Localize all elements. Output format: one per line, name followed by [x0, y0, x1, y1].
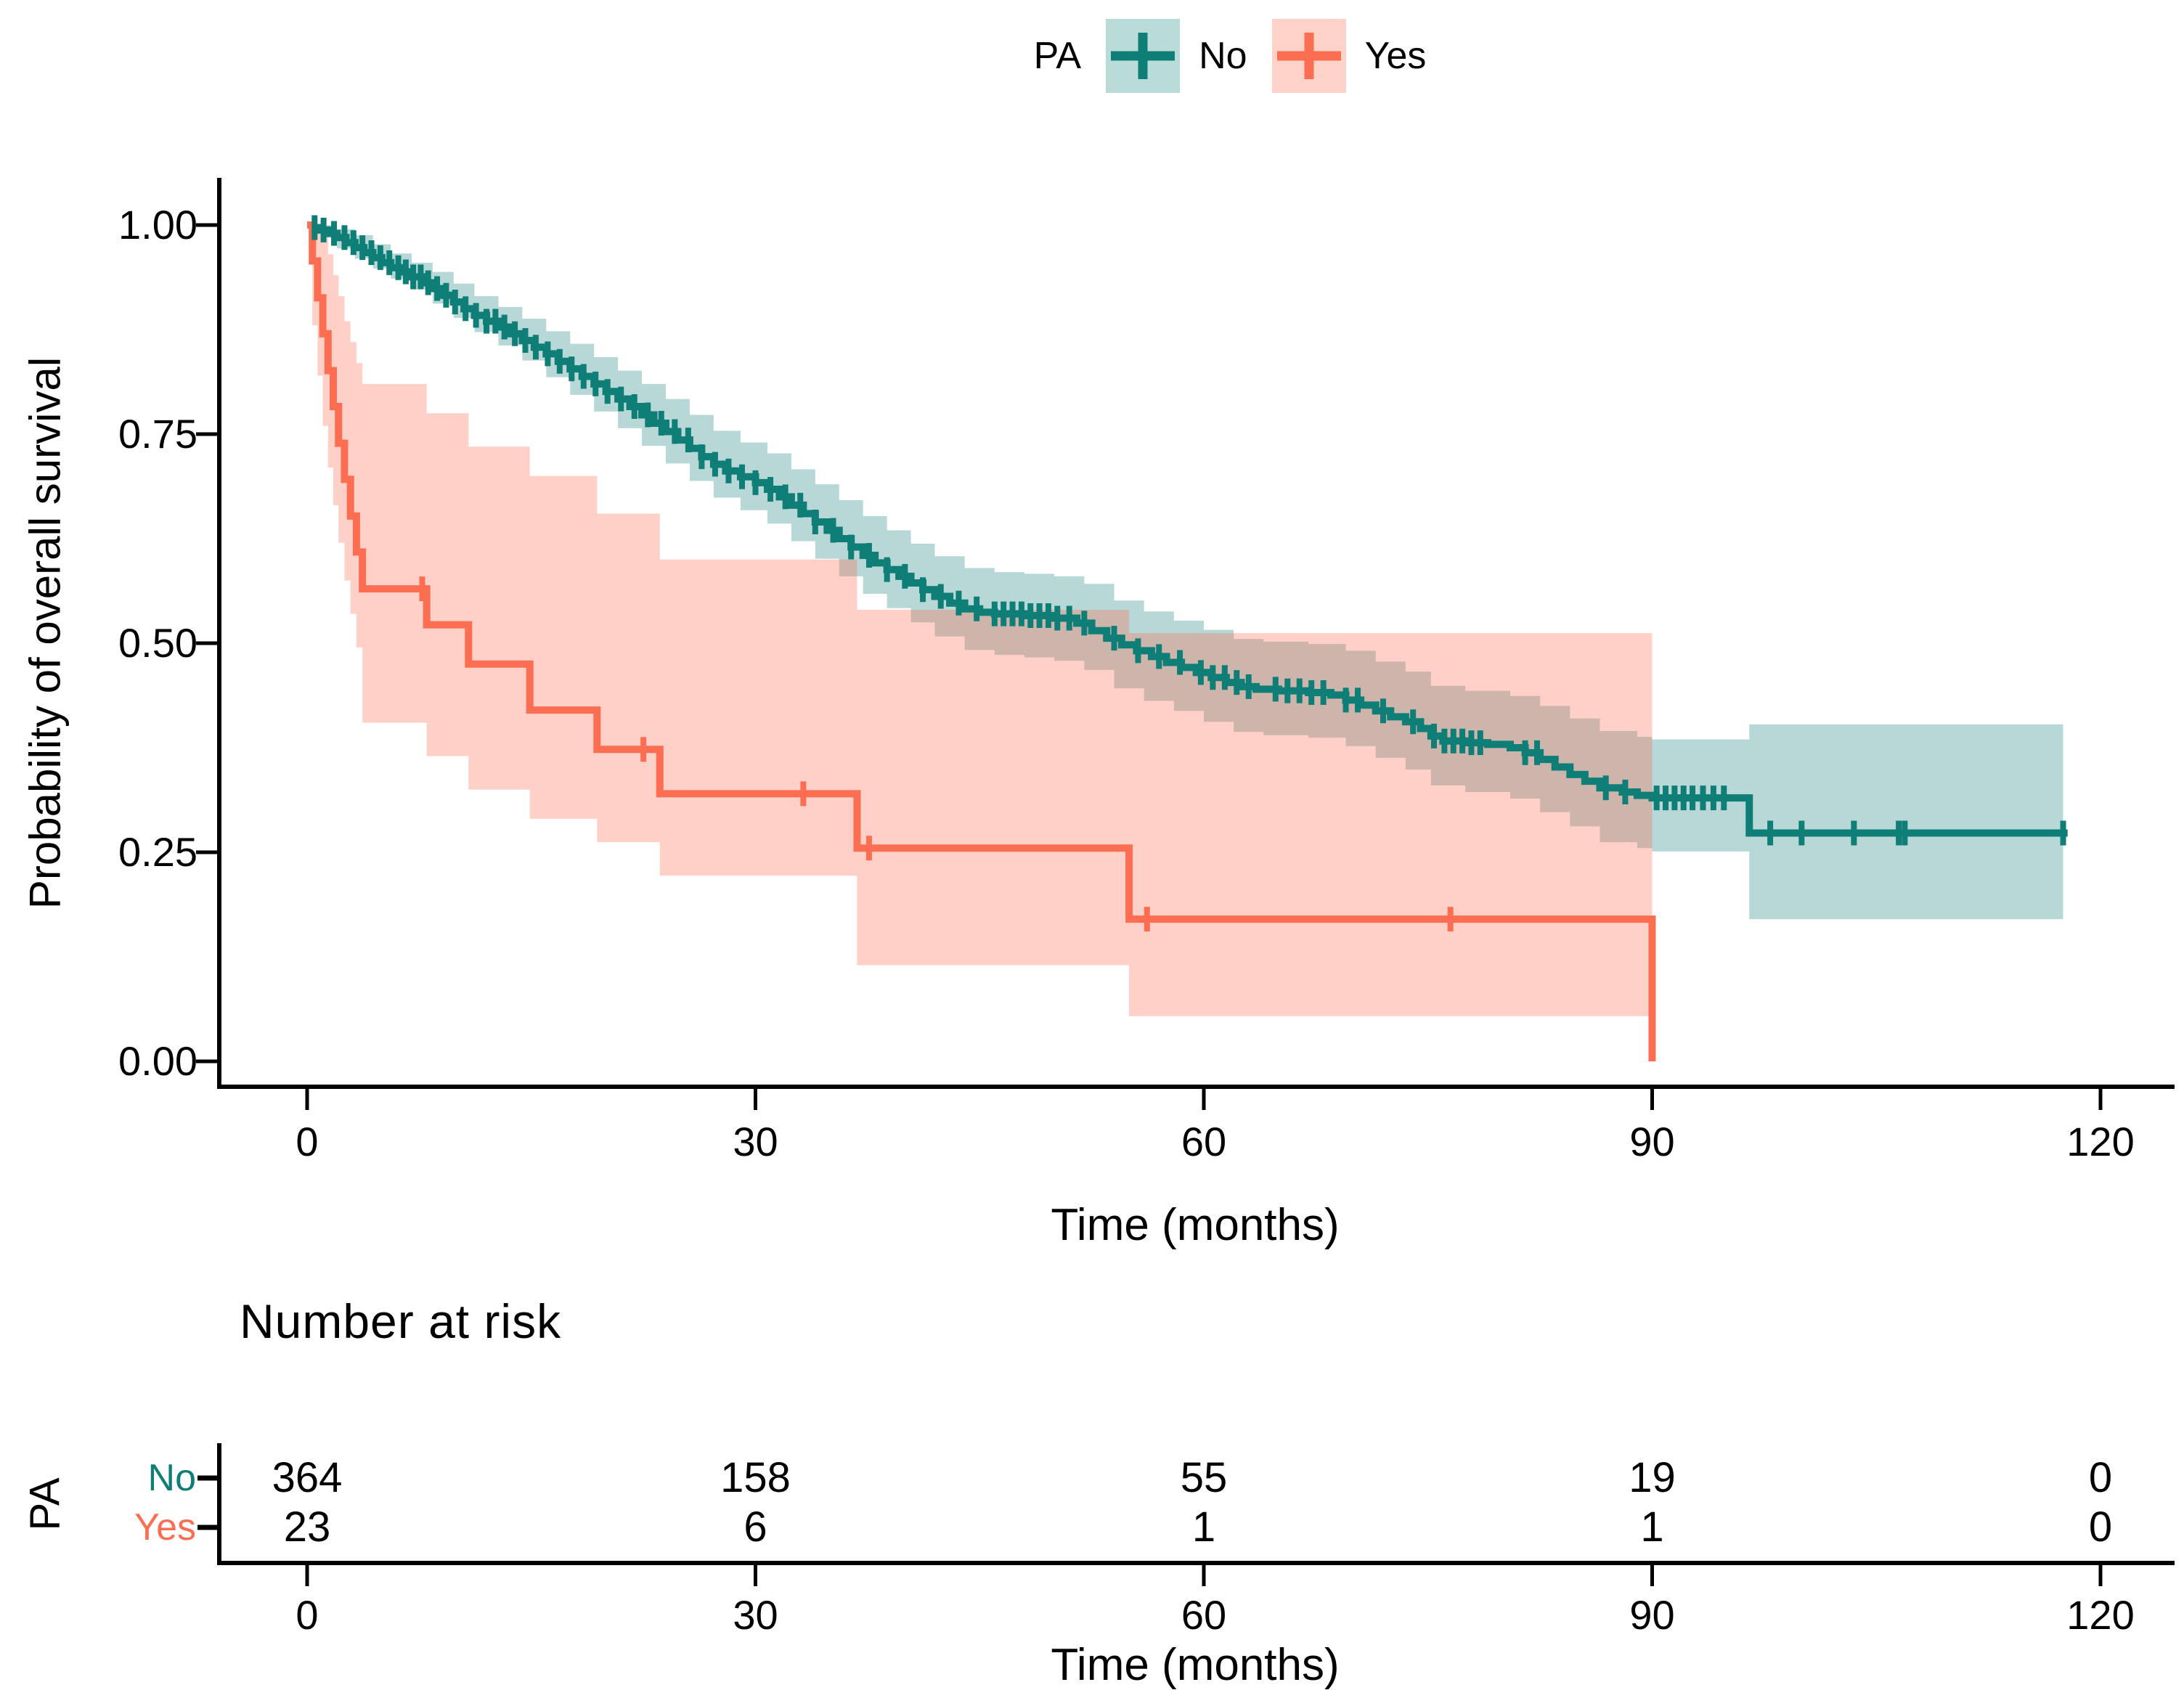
risk-count-yes-t90: 1 [1640, 1503, 1664, 1551]
risk-table-title: Number at risk [240, 1294, 562, 1348]
risk-count-no-t60: 55 [1180, 1454, 1228, 1501]
x-axis-tick-label: 0 [296, 1592, 319, 1638]
legend-key-swatch [1106, 19, 1181, 93]
survival-curve-yes [307, 221, 1656, 1061]
x-axis-title: Time (months) [1051, 1200, 1340, 1250]
x-axis-tick-label: 90 [1629, 1592, 1675, 1638]
legend-key-swatch [1271, 19, 1346, 93]
legend-item-label: No [1199, 35, 1247, 77]
risk-count-no-t0: 364 [272, 1454, 343, 1501]
x-axis-tick-label: 60 [1181, 1592, 1227, 1638]
y-axis-tick-label: 0.50 [118, 620, 197, 666]
x-axis-tick-label: 90 [1629, 1119, 1675, 1164]
risk-count-yes-t120: 0 [2088, 1503, 2113, 1551]
y-axis-tick-label: 0.25 [118, 829, 197, 875]
plot-legend: PA No Yes [0, 16, 2184, 96]
x-axis-tick-label: 120 [2066, 1592, 2135, 1638]
x-axis-tick-label: 60 [1181, 1119, 1227, 1164]
x-axis-tick-label: 30 [733, 1592, 778, 1638]
censor-marks-yes [419, 576, 1454, 932]
legend-item-yes: Yes [1271, 19, 1427, 93]
legend-item-no: No [1106, 19, 1247, 93]
y-axis-tick-label: 1.00 [118, 202, 197, 248]
legend-item-label: Yes [1364, 35, 1427, 77]
confidence-band-yes [307, 225, 1653, 1016]
censor-marks-no [311, 215, 2066, 846]
risk-count-no-t90: 19 [1629, 1454, 1676, 1501]
risk-count-yes-t60: 1 [1191, 1503, 1216, 1551]
x-axis-tick-label: 120 [2066, 1119, 2135, 1164]
confidence-band-no [307, 225, 2063, 920]
x-axis-tick-label: 0 [296, 1119, 319, 1164]
risk-count-yes-t0: 23 [283, 1503, 331, 1551]
risk-count-no-t30: 158 [720, 1454, 791, 1501]
risk-count-yes-t30: 6 [743, 1503, 767, 1551]
risk-table-x-axis-title: Time (months) [1051, 1640, 1340, 1690]
risk-count-no-t120: 0 [2088, 1454, 2113, 1501]
legend-title: PA [1033, 35, 1082, 77]
censor-plus-icon [1111, 33, 1175, 79]
risk-row-label-yes: Yes [134, 1506, 196, 1548]
risk-row-label-no: No [147, 1457, 196, 1499]
censor-plus-icon [1276, 33, 1341, 79]
x-axis-tick-label: 30 [733, 1119, 778, 1164]
y-axis-tick-label: 0.75 [118, 411, 197, 457]
y-axis-tick-label: 0.00 [118, 1038, 197, 1084]
